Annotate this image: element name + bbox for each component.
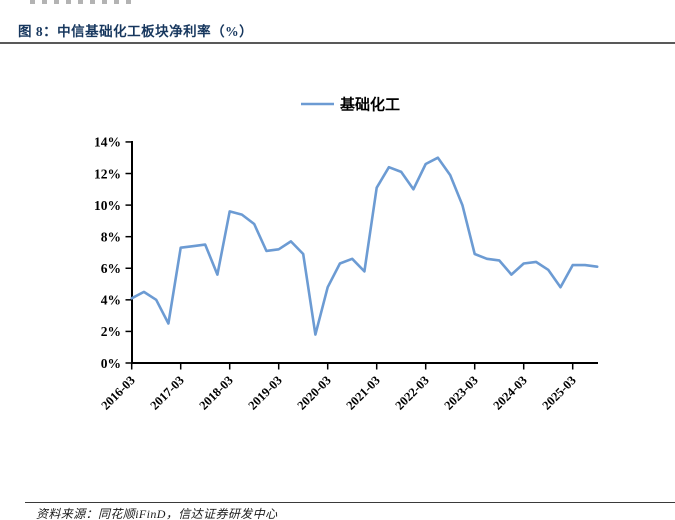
x-tick-label: 2017-03 xyxy=(147,373,186,412)
title-underline-rule xyxy=(0,42,675,44)
x-tick-label: 2021-03 xyxy=(343,373,382,412)
y-tick-label: 8% xyxy=(101,229,121,244)
series-line xyxy=(130,156,599,336)
legend: 基础化工 xyxy=(301,96,400,114)
x-tick-label: 2019-03 xyxy=(245,373,284,412)
net-margin-line-chart: 0% 2% 4% 6% 8% 10% 12% 14% 2016-03 2017-03 2018-03… xyxy=(94,96,599,413)
x-axis: 2016-03 2017-03 2018-03 2019-03 2020-03 2021-… xyxy=(98,363,579,413)
y-tick-label: 14% xyxy=(94,135,121,150)
y-tick-label: 12% xyxy=(94,166,121,181)
x-tick-label: 2023-03 xyxy=(441,373,480,412)
x-tick-label: 2025-03 xyxy=(539,373,578,412)
y-tick-label: 4% xyxy=(101,293,121,308)
x-tick-label: 2018-03 xyxy=(196,373,235,412)
y-tick-label: 6% xyxy=(101,261,121,276)
x-tick-label: 2024-03 xyxy=(490,373,529,412)
clipped-text-fragment xyxy=(30,0,138,4)
y-tick-label: 10% xyxy=(94,198,121,213)
footer-rule xyxy=(25,502,675,503)
y-tick-label: 0% xyxy=(101,356,121,371)
x-tick-label: 2020-03 xyxy=(294,373,333,412)
x-tick-label: 2022-03 xyxy=(392,373,431,412)
y-tick-label: 2% xyxy=(101,324,121,339)
legend-label: 基础化工 xyxy=(339,96,400,114)
source-note: 资料来源：同花顺iFinD，信达证券研发中心 xyxy=(36,507,278,520)
y-axis: 0% 2% 4% 6% 8% 10% 12% 14% xyxy=(94,135,132,371)
figure-title: 图 8：中信基础化工板块净利率（%） xyxy=(18,24,254,39)
x-tick-label: 2016-03 xyxy=(98,373,137,412)
